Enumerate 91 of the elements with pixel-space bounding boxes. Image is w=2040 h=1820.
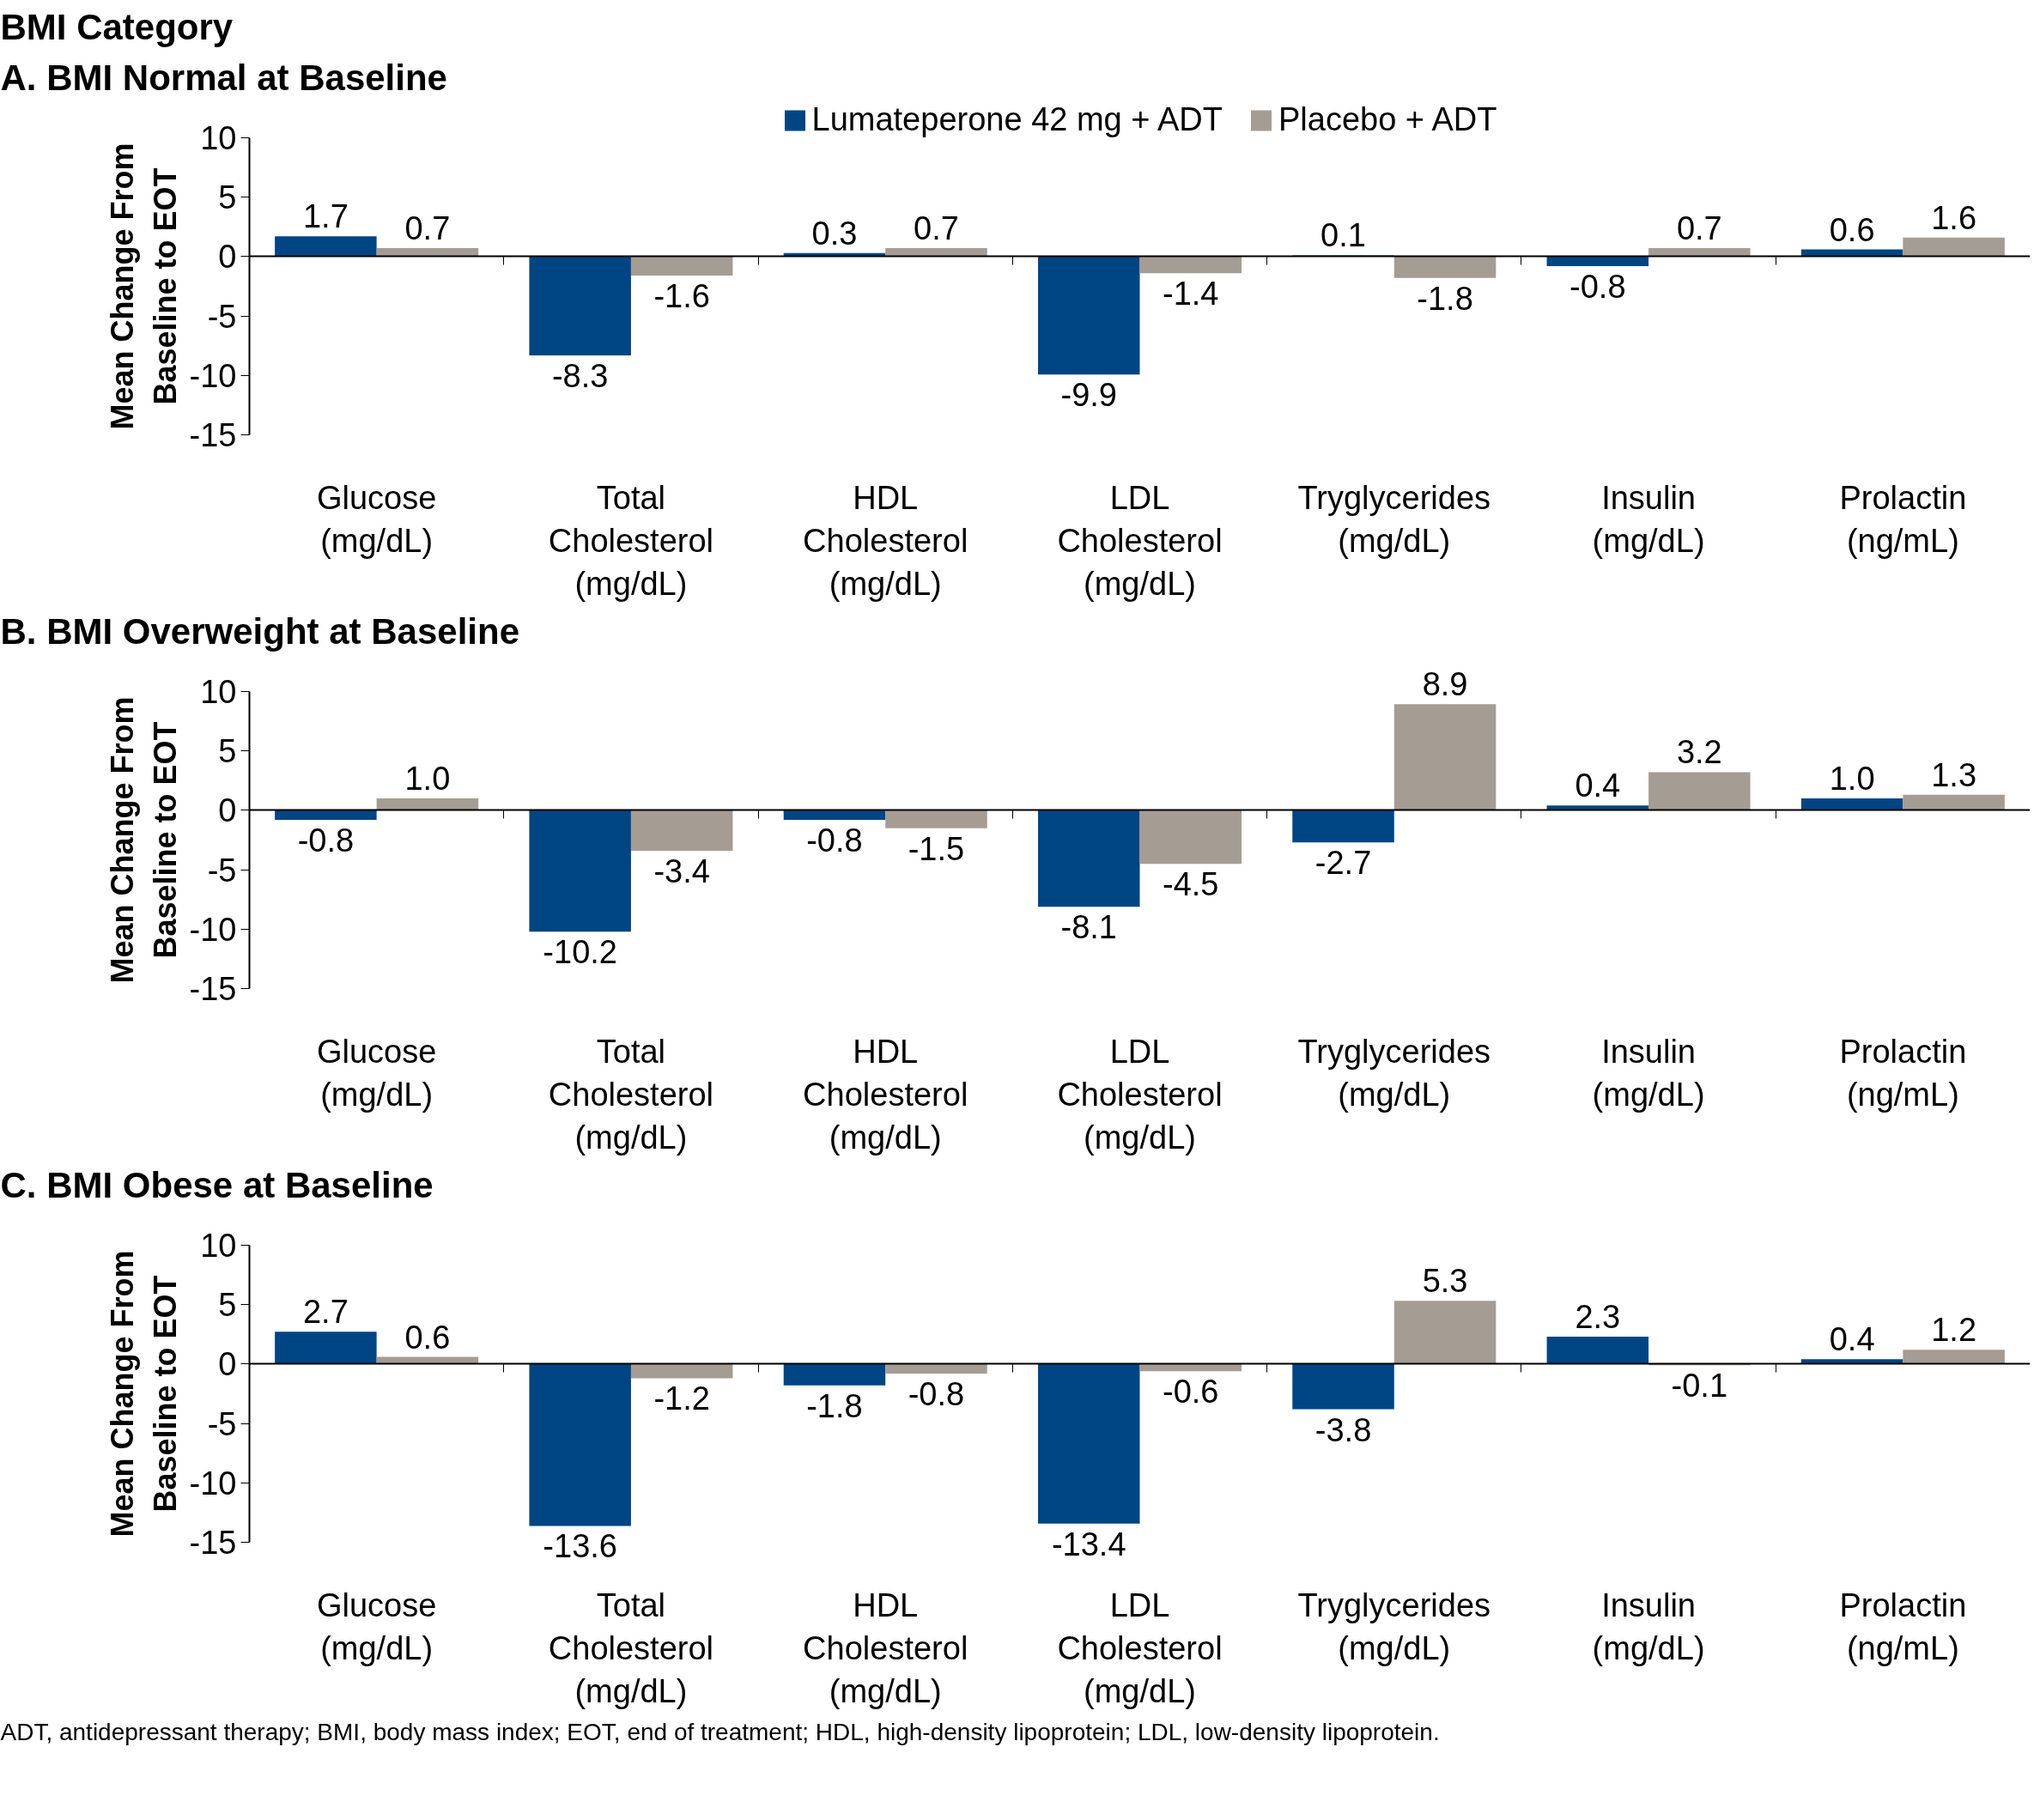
x-tick-label: Total Cholesterol (mg/dL): [548, 479, 714, 603]
chart-title: B. BMI Overweight at Baseline: [0, 610, 519, 652]
y-tick-label: -15: [189, 417, 237, 454]
y-axis-title: Mean Change From Baseline to EOT: [105, 143, 183, 430]
data-label: 0.4: [1575, 767, 1621, 804]
data-label: -10.2: [543, 934, 617, 971]
y-tick-label: 10: [200, 119, 237, 156]
y-tick-label: 0: [218, 792, 237, 829]
y-tick-label: -10: [189, 1465, 237, 1502]
data-label: 0.6: [404, 1319, 451, 1356]
x-tick-label: HDL Cholesterol (mg/dL): [803, 479, 968, 603]
data-label: -1.4: [1163, 276, 1219, 312]
chart-title: C. BMI Obese at Baseline: [0, 1164, 434, 1205]
data-label: -8.3: [551, 357, 609, 394]
y-tick-label: 0: [218, 239, 237, 276]
data-label: 1.7: [302, 198, 349, 235]
data-label: -13.6: [543, 1528, 617, 1565]
x-tick-label: Insulin (mg/dL): [1592, 1586, 1705, 1666]
x-tick-label: Glucose (mg/dL): [316, 479, 437, 559]
y-tick-label: -15: [189, 1525, 237, 1562]
x-tick-label: Insulin (mg/dL): [1592, 479, 1705, 559]
y-tick-label: -5: [207, 298, 237, 335]
data-label: -0.8: [297, 822, 355, 858]
y-tick-label: 10: [200, 673, 237, 710]
x-tick-label: Tryglycerides (mg/dL): [1297, 479, 1491, 559]
data-label: -0.8: [1569, 268, 1626, 305]
x-tick-label: HDL Cholesterol (mg/dL): [803, 1033, 968, 1156]
data-label: -0.8: [806, 822, 863, 858]
data-label: -0.6: [1163, 1374, 1219, 1410]
y-tick-label: 5: [218, 732, 237, 769]
data-label: -3.4: [653, 852, 710, 889]
data-label: 0.7: [404, 210, 451, 247]
y-tick-label: 5: [218, 1286, 237, 1323]
data-label: -1.8: [806, 1387, 863, 1424]
data-label: 1.2: [1931, 1312, 1977, 1349]
x-tick-label: Prolactin (ng/mL): [1839, 1586, 1967, 1666]
x-tick-label: Prolactin (ng/mL): [1839, 1033, 1967, 1113]
data-label: 1.0: [1829, 760, 1875, 797]
x-tick-label: Total Cholesterol (mg/dL): [548, 1033, 714, 1156]
x-tick-label: LDL Cholesterol (mg/dL): [1057, 479, 1223, 603]
data-label: 5.3: [1422, 1263, 1468, 1300]
data-label: 1.0: [404, 760, 451, 797]
x-tick-label: Tryglycerides (mg/dL): [1297, 1033, 1491, 1113]
x-tick-label: Insulin (mg/dL): [1592, 1033, 1705, 1113]
text: ADT, antidepressant therapy; BMI, body mass index; EOT, end of treatment; HDL, high-density lipoprotein; LDL, low-density lipoprotein.: [0, 1718, 1440, 1745]
legend-label: Lumateperone 42 mg + ADT: [811, 101, 1223, 138]
data-label: 2.7: [302, 1294, 349, 1331]
y-tick-label: -10: [189, 912, 237, 949]
data-label: 0.7: [1676, 210, 1722, 247]
x-tick-label: Prolactin (ng/mL): [1839, 479, 1967, 559]
x-tick-label: LDL Cholesterol (mg/dL): [1057, 1033, 1223, 1156]
y-tick-label: -15: [189, 971, 237, 1008]
x-tick-label: LDL Cholesterol (mg/dL): [1057, 1586, 1223, 1710]
legend-label: Placebo + ADT: [1278, 101, 1497, 138]
data-label: -0.1: [1671, 1368, 1728, 1404]
data-label: 0.4: [1829, 1321, 1875, 1358]
data-label: -13.4: [1051, 1526, 1126, 1562]
y-tick-label: 10: [200, 1227, 237, 1264]
data-label: 1.3: [1931, 756, 1977, 793]
y-axis-title: Mean Change From Baseline to EOT: [105, 696, 183, 984]
x-tick-label: Tryglycerides (mg/dL): [1297, 1586, 1491, 1666]
data-label: -9.9: [1060, 377, 1117, 414]
data-label: 2.3: [1575, 1298, 1621, 1335]
data-label: -1.2: [653, 1380, 710, 1417]
data-label: -1.6: [653, 278, 710, 315]
data-label: 0.6: [1829, 211, 1875, 248]
data-label: -8.1: [1060, 909, 1117, 946]
data-label: -0.8: [908, 1375, 965, 1412]
y-tick-label: -5: [207, 852, 237, 889]
data-label: 0.3: [811, 215, 858, 252]
x-tick-label: Glucose (mg/dL): [316, 1033, 437, 1113]
data-label: 1.6: [1931, 199, 1977, 236]
data-label: -1.5: [908, 830, 965, 867]
y-tick-label: -10: [189, 358, 237, 395]
data-label: 0.1: [1321, 217, 1366, 254]
y-tick-label: -5: [207, 1405, 237, 1442]
data-label: 3.2: [1676, 734, 1722, 771]
x-tick-label: Total Cholesterol (mg/dL): [548, 1586, 714, 1710]
y-axis-title: Mean Change From Baseline to EOT: [105, 1250, 183, 1538]
y-tick-label: 5: [218, 179, 237, 215]
data-label: -1.8: [1417, 280, 1473, 317]
x-tick-label: Glucose (mg/dL): [316, 1586, 437, 1666]
data-label: 8.9: [1422, 666, 1468, 703]
chart-subtitle: A. BMI Normal at Baseline: [0, 57, 447, 98]
data-label: -3.8: [1314, 1411, 1372, 1448]
x-tick-label: HDL Cholesterol (mg/dL): [803, 1586, 968, 1710]
data-label: -4.5: [1163, 866, 1219, 903]
chart-title: BMI Category: [0, 6, 234, 47]
y-tick-label: 0: [218, 1346, 237, 1383]
data-label: -2.7: [1314, 845, 1372, 882]
data-label: 0.7: [914, 210, 959, 247]
